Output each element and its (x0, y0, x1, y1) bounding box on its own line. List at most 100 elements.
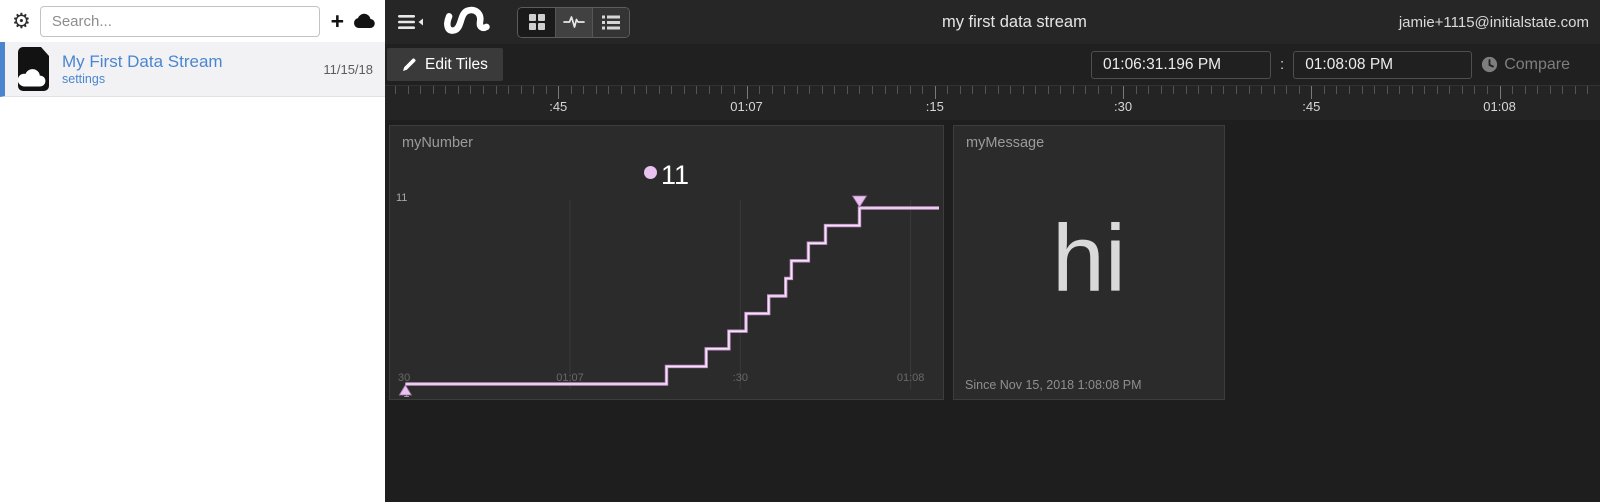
bucket-list-item[interactable]: My First Data Stream settings 11/15/18 (0, 42, 385, 97)
ruler-minor-tick (1436, 86, 1438, 94)
view-waves-button[interactable] (555, 7, 592, 37)
initialstate-logo[interactable] (441, 5, 493, 39)
ruler-minor-tick (1110, 86, 1112, 94)
pencil-icon (403, 58, 416, 71)
add-bucket-icon[interactable]: + (330, 7, 344, 34)
ruler-minor-tick (1323, 86, 1325, 94)
ruler-minor-tick (922, 86, 924, 94)
ruler-minor-tick (445, 86, 447, 94)
ruler-minor-tick (1386, 86, 1388, 94)
step-line-inner (405, 207, 939, 385)
ruler-minor-tick (407, 86, 409, 94)
edit-tiles-button[interactable]: Edit Tiles (387, 48, 503, 81)
edit-tiles-label: Edit Tiles (425, 55, 488, 73)
ruler-minor-tick (984, 86, 986, 94)
logo-wave-icon (444, 6, 490, 34)
ruler-minor-tick (470, 86, 472, 94)
series-dot-icon (643, 166, 657, 179)
waveform-view-icon (563, 16, 585, 28)
ruler-minor-tick (671, 86, 673, 94)
ruler-tick-label: 01:08 (1483, 99, 1516, 114)
chart-x-tick-label: 01:07 (556, 372, 584, 384)
ruler-minor-tick (1336, 86, 1338, 94)
ruler-minor-tick (821, 86, 823, 94)
ruler-minor-tick (1198, 86, 1200, 94)
toolbar: Edit Tiles : Compare (385, 44, 1600, 85)
ruler-minor-tick (508, 86, 510, 94)
message-value: hi (1052, 205, 1126, 312)
ruler-minor-tick (658, 86, 660, 94)
ruler-minor-tick (859, 86, 861, 94)
ruler-minor-tick (972, 86, 974, 94)
ruler-major-tick (1123, 86, 1125, 99)
main-area: my first data stream jamie+1115@initials… (385, 0, 1600, 502)
sidebar-empty-area (0, 97, 385, 502)
time-start-input[interactable] (1091, 50, 1272, 79)
bucket-title: My First Data Stream (62, 51, 223, 71)
tile-mymessage: myMessage hi Since Nov 15, 2018 1:08:08 … (953, 125, 1225, 400)
ruler-minor-tick (1461, 86, 1463, 94)
ruler-major-tick (1311, 86, 1313, 99)
tile-mynumber-title: myNumber (402, 135, 473, 151)
user-email[interactable]: jamie+1115@initialstate.com (1398, 13, 1589, 31)
ruler-major-tick (1499, 86, 1501, 99)
current-value-legend: 11 (390, 160, 943, 191)
page-title: my first data stream (941, 12, 1087, 31)
ruler-minor-tick (1574, 86, 1576, 94)
ruler-minor-tick (1286, 86, 1288, 94)
ruler-minor-tick (884, 86, 886, 94)
cloud-icon-shape (353, 13, 375, 29)
ruler-minor-tick (495, 86, 497, 94)
ruler-tick-label: :45 (1302, 99, 1321, 114)
ruler-minor-tick (1223, 86, 1225, 94)
ruler-minor-tick (721, 86, 723, 94)
ruler-minor-tick (533, 86, 535, 94)
ruler-minor-tick (583, 86, 585, 94)
step-line-outer (405, 206, 939, 386)
ruler-minor-tick (683, 86, 685, 94)
ruler-minor-tick (570, 86, 572, 94)
chart-x-tick-label: 01:08 (897, 372, 925, 384)
ruler-minor-tick (1374, 86, 1376, 94)
ruler-minor-tick (1035, 86, 1037, 94)
ruler-minor-tick (432, 86, 434, 94)
chart-x-tick-label: 30 (398, 372, 410, 384)
ruler-minor-tick (1185, 86, 1187, 94)
time-end-input[interactable] (1293, 50, 1473, 79)
ruler-minor-tick (545, 86, 547, 94)
compare-label: Compare (1504, 55, 1570, 73)
view-list-button[interactable] (592, 7, 629, 37)
ruler-minor-tick (482, 86, 484, 94)
ruler-minor-tick (1348, 86, 1350, 94)
bucket-settings-link[interactable]: settings (62, 72, 106, 87)
settings-gear-icon[interactable]: ⚙ (12, 9, 31, 33)
data-end-marker (851, 195, 868, 208)
ruler-minor-tick (608, 86, 610, 94)
ruler-minor-tick (909, 86, 911, 94)
ruler-minor-tick (457, 86, 459, 94)
bucket-texts: My First Data Stream settings (62, 52, 312, 86)
ruler-minor-tick (733, 86, 735, 94)
ruler-minor-tick (1298, 86, 1300, 94)
message-since-timestamp: Since Nov 15, 2018 1:08:08 PM (965, 378, 1142, 392)
ruler-minor-tick (1424, 86, 1426, 94)
ruler-major-tick (746, 86, 748, 99)
ruler-minor-tick (1474, 86, 1476, 94)
ruler-tick-label: :15 (925, 99, 944, 114)
compare-button[interactable]: Compare (1481, 56, 1570, 74)
ruler-minor-tick (621, 86, 622, 94)
ruler-minor-tick (809, 86, 811, 94)
ruler-minor-tick (1047, 86, 1049, 94)
timeline-ruler[interactable]: :45 01:07:15:30:45 01:08 (385, 85, 1600, 120)
view-grid-button[interactable] (518, 7, 555, 37)
cloud-icon[interactable] (353, 13, 375, 29)
ruler-tick-label: :45 (549, 99, 568, 114)
ruler-minor-tick (834, 86, 836, 94)
ruler-minor-tick (872, 86, 874, 94)
search-input[interactable] (39, 5, 320, 37)
ruler-minor-tick (646, 86, 648, 94)
ruler-minor-tick (759, 86, 761, 94)
collapse-sidebar-button[interactable] (398, 12, 424, 32)
